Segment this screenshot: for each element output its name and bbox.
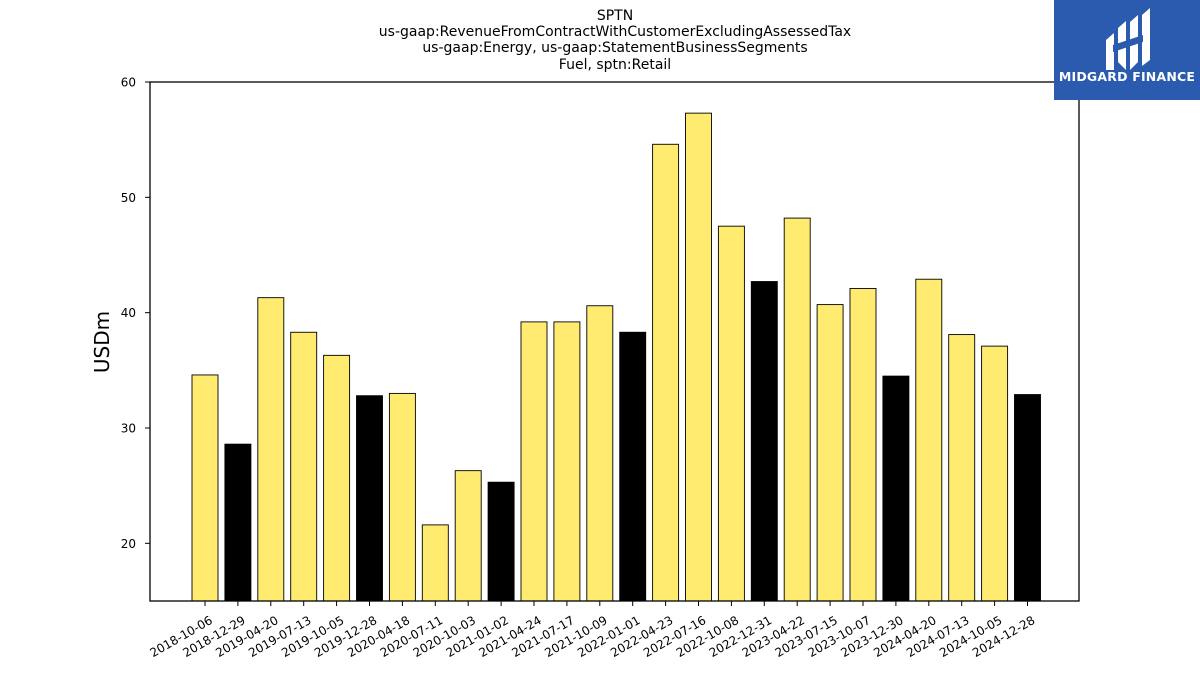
x-axis: 2018-10-062018-12-292019-04-202019-07-13… — [147, 601, 1037, 660]
bar-2018-12-29 — [224, 443, 252, 602]
y-tick-label-20: 20 — [121, 537, 136, 551]
title-line-2: us-gaap:RevenueFromContractWithCustomerE… — [379, 24, 851, 40]
bar-2022-07-16 — [685, 112, 712, 602]
bar-2022-12-31 — [750, 281, 778, 602]
bar-2022-01-01 — [619, 331, 647, 602]
bar-2023-12-30 — [882, 375, 910, 602]
bar-2019-10-05 — [323, 354, 351, 602]
bar-2021-10-09 — [586, 305, 614, 602]
bar-2020-07-11 — [421, 524, 449, 602]
bar-2024-12-28 — [1014, 394, 1041, 602]
y-tick-label-50: 50 — [121, 191, 136, 205]
logo-background — [1054, 0, 1200, 100]
title-line-1: SPTN — [597, 8, 633, 24]
title-line-3: us-gaap:Energy, us-gaap:StatementBusines… — [422, 40, 807, 56]
y-axis-label: USDm — [90, 311, 114, 373]
bar-2023-04-22 — [783, 217, 811, 602]
bar-2024-07-13 — [948, 334, 976, 602]
title-line-4: Fuel, sptn:Retail — [559, 57, 671, 73]
bar-2019-12-28 — [356, 395, 383, 602]
bar-2022-10-08 — [717, 225, 745, 602]
bar-2024-10-05 — [981, 345, 1009, 602]
midgard-finance-logo: MIDGARD FINANCE — [1054, 0, 1200, 100]
bar-2023-10-07 — [849, 288, 877, 602]
bar-2018-10-06 — [191, 374, 219, 602]
y-tick-label-40: 40 — [121, 306, 136, 320]
chart-title: SPTN us-gaap:RevenueFromContractWithCust… — [379, 8, 851, 73]
logo-text: MIDGARD FINANCE — [1059, 69, 1195, 84]
bar-2020-10-03 — [454, 470, 482, 602]
y-tick-label-60: 60 — [121, 76, 136, 90]
y-axis: 20 30 40 50 60 — [121, 76, 150, 551]
bar-2021-07-17 — [553, 321, 581, 602]
bar-2022-04-23 — [652, 143, 680, 602]
plot-frame — [149, 81, 1080, 602]
bar-2021-01-02 — [487, 481, 515, 602]
bar-2024-04-20 — [915, 278, 943, 602]
bar-2020-04-18 — [388, 392, 416, 602]
bar-series — [191, 112, 1041, 602]
bar-2019-07-13 — [290, 331, 318, 602]
bar-2019-04-20 — [257, 297, 285, 602]
bar-2023-07-15 — [816, 304, 844, 602]
logo-mark-icon — [1106, 8, 1150, 70]
y-tick-label-30: 30 — [121, 422, 136, 436]
bar-2021-04-24 — [520, 321, 548, 602]
